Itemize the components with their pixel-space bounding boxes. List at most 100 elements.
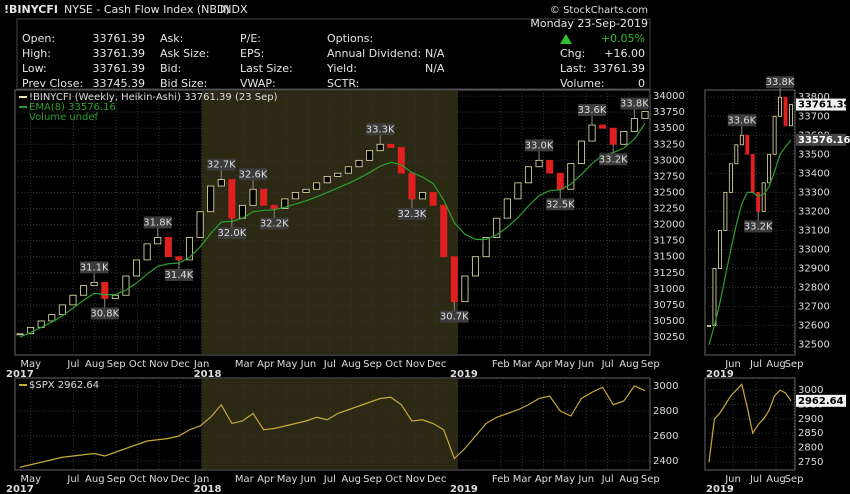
- y-tick-label: 2600: [653, 431, 678, 442]
- field-label: P/E:: [240, 32, 261, 45]
- annotation-box: [366, 123, 395, 136]
- field-label: Ask Size:: [160, 47, 209, 60]
- candle: [767, 153, 772, 184]
- field-value: N/A: [425, 62, 445, 75]
- y-tick-label: 34000: [653, 91, 685, 102]
- annotation: 33.0K: [525, 140, 554, 151]
- candle: [450, 256, 458, 303]
- candle: [524, 166, 532, 184]
- annotation: 30.7K: [440, 312, 469, 323]
- y-tick-label: 32700: [798, 301, 830, 312]
- candle: [772, 115, 777, 155]
- candle: [761, 182, 766, 212]
- x-tick-label: Jun: [724, 359, 741, 370]
- x-tick-label: Dec: [427, 359, 446, 370]
- candle: [291, 192, 299, 200]
- x-tick-label: Aug: [85, 359, 105, 370]
- annotation-box: [217, 227, 246, 240]
- candle: [260, 188, 268, 206]
- field-label: Last Size:: [240, 62, 293, 75]
- candle: [270, 204, 278, 209]
- candle: [588, 124, 596, 142]
- candle: [122, 275, 130, 296]
- x-tick-label: Mar: [235, 474, 255, 485]
- x-tick-label: Mar: [513, 359, 533, 370]
- date: Monday 23-Sep-2019: [530, 17, 648, 30]
- series-line: [19, 122, 646, 338]
- annotation-box: [397, 207, 426, 220]
- quote-label: Volume:: [560, 77, 605, 90]
- annotation: 33.2K: [599, 154, 628, 165]
- change: +0.05%: [601, 32, 645, 45]
- annotation-box: [525, 139, 554, 152]
- x-tick-label: Sep: [107, 474, 126, 485]
- y-tick-label: 2750: [798, 457, 823, 468]
- annotation-box: [727, 114, 756, 127]
- x-tick-label: Jul: [66, 474, 79, 485]
- x-tick-label: Oct: [385, 359, 402, 370]
- candle: [249, 188, 257, 206]
- candle: [546, 159, 554, 174]
- annotation-box: [546, 198, 575, 211]
- y-tick-label: 32500: [653, 187, 685, 198]
- field-label: Options:: [327, 32, 373, 45]
- field-label: Ask:: [160, 32, 183, 45]
- quote-label: Chg:: [560, 47, 585, 60]
- candle: [750, 153, 755, 193]
- annotation-box: [143, 216, 172, 229]
- last-value-box: [796, 394, 846, 407]
- annotation-box: [207, 158, 236, 171]
- y-tick-label: 3000: [798, 385, 823, 396]
- candle: [344, 166, 352, 174]
- x-tick-label: Sep: [785, 474, 804, 485]
- legend-entry: Volume undef: [29, 112, 99, 123]
- x-tick-label: Aug: [341, 474, 361, 485]
- x-tick-label: Apr: [535, 474, 553, 485]
- candle: [313, 182, 321, 190]
- x-tick-label: Oct: [129, 474, 146, 485]
- candle: [69, 294, 77, 306]
- candle: [281, 198, 289, 209]
- x-tick-label: Jan: [193, 359, 209, 370]
- annotation: 32.2K: [260, 219, 289, 230]
- y-tick-label: 2800: [653, 406, 678, 417]
- candle: [228, 179, 236, 219]
- candle: [728, 163, 733, 193]
- y-tick-label: 33750: [653, 107, 685, 118]
- x-tick-label: Sep: [785, 359, 804, 370]
- year-label: 2017: [6, 369, 34, 380]
- annotation: 31.8K: [143, 217, 172, 228]
- x-tick-label: Nov: [406, 474, 426, 485]
- x-tick-label: May: [20, 474, 41, 485]
- annotation-box: [80, 261, 109, 274]
- quote-value: 0: [638, 77, 645, 90]
- y-tick-label: 33300: [798, 187, 830, 198]
- candle: [712, 268, 717, 326]
- annotation: 32.3K: [398, 209, 427, 220]
- x-tick-label: May: [555, 474, 576, 485]
- y-tick-label: 33000: [798, 244, 830, 255]
- y-tick-label: 33800: [798, 92, 830, 103]
- field-value: 33761.39: [93, 32, 146, 45]
- brand: © StockCharts.com: [550, 5, 648, 16]
- annotation-box: [90, 307, 119, 320]
- x-tick-label: Jun: [724, 474, 741, 485]
- candle: [164, 237, 172, 258]
- field-label: Bid:: [160, 62, 181, 75]
- candle: [723, 191, 728, 231]
- field-label: Low:: [22, 62, 47, 75]
- candle: [419, 192, 427, 200]
- candle: [16, 333, 24, 336]
- header-box: [16, 18, 651, 90]
- candle: [783, 96, 788, 127]
- candle: [323, 176, 331, 184]
- x-tick-label: Apr: [257, 474, 275, 485]
- field-value: 33761.39: [93, 62, 146, 75]
- x-tick-label: Aug: [619, 474, 639, 485]
- x-tick-label: Jul: [66, 359, 79, 370]
- legend-entry: $SPX 2962.64: [29, 380, 99, 391]
- candle: [630, 118, 638, 132]
- x-tick-label: Sep: [641, 474, 660, 485]
